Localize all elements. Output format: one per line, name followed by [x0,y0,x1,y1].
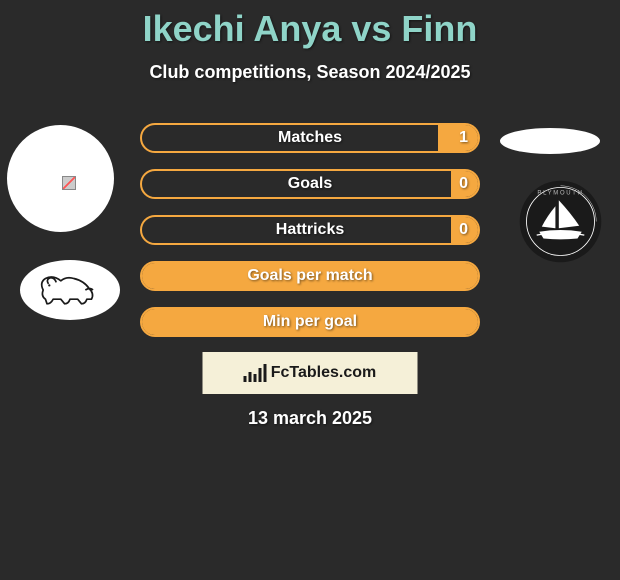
stat-row-goals: Goals 0 [140,169,480,199]
fctables-label: FcTables.com [271,364,377,382]
stat-value-right: 0 [459,175,468,193]
broken-image-icon [62,176,76,190]
comparison-subtitle: Club competitions, Season 2024/2025 [0,62,620,83]
stats-container: Matches 1 Goals 0 Hattricks 0 Goals per … [140,123,480,353]
stat-row-goals-per-match: Goals per match [140,261,480,291]
player-right-avatar [500,128,600,154]
stat-label: Hattricks [276,221,344,239]
stat-row-min-per-goal: Min per goal [140,307,480,337]
stat-value-right: 0 [459,221,468,239]
player-left-avatar [7,125,114,232]
comparison-date: 13 march 2025 [248,408,372,429]
team-left-logo [20,260,120,320]
stat-label: Min per goal [263,313,357,331]
stat-label: Matches [278,129,342,147]
stat-label: Goals per match [247,267,372,285]
team-right-logo: PLYMOUTH [510,179,610,264]
stat-value-right: 1 [459,129,468,147]
stat-fill [438,125,478,151]
stat-row-matches: Matches 1 [140,123,480,153]
stat-row-hattricks: Hattricks 0 [140,215,480,245]
fctables-badge[interactable]: FcTables.com [203,352,418,394]
stat-label: Goals [288,175,332,193]
comparison-title: Ikechi Anya vs Finn [0,0,620,50]
comparison-main: PLYMOUTH Matches 1 Goals 0 Hattricks 0 G… [0,103,620,363]
derby-ram-icon [30,267,110,313]
svg-text:PLYMOUTH: PLYMOUTH [537,190,583,196]
bar-chart-icon [244,364,267,382]
plymouth-ship-icon: PLYMOUTH [518,179,603,264]
